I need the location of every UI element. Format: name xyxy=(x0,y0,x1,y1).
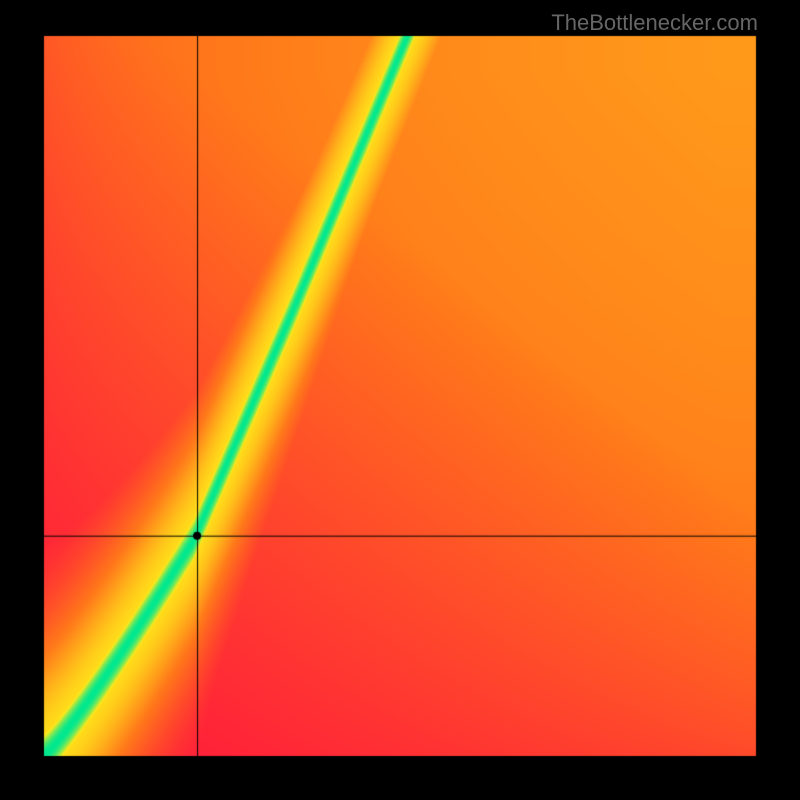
chart-container: TheBottlenecker.com xyxy=(0,0,800,800)
bottleneck-heatmap xyxy=(0,0,800,800)
watermark-text: TheBottlenecker.com xyxy=(551,10,758,36)
